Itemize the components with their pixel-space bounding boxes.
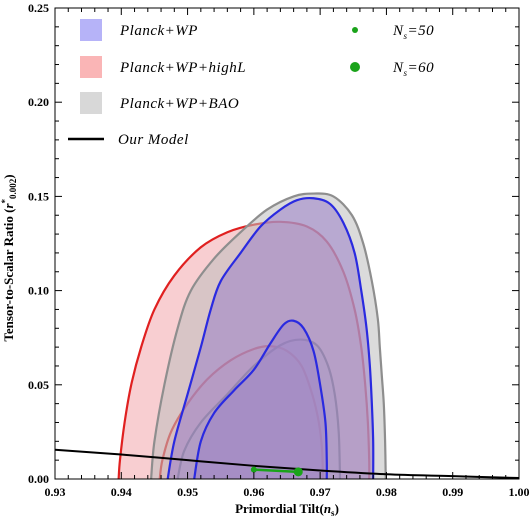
y-tick-label: 0.25: [28, 1, 49, 15]
legend-swatch: [80, 92, 102, 114]
y-tick-label: 0.20: [28, 95, 49, 109]
x-axis-paren-open: (: [319, 501, 323, 516]
y-axis-sup: *: [0, 198, 10, 203]
legend-label: Planck+WP: [119, 23, 198, 39]
x-axis-label-text: Primordial Tilt: [235, 501, 320, 516]
y-axis-title: Tensor-to-Scalar Ratio (r*0.002): [0, 174, 18, 341]
x-axis-symbol: n: [324, 501, 331, 516]
legend-item-planck-wp: Planck+WP: [80, 19, 198, 41]
legend-label: Planck+WP+highL: [119, 60, 246, 76]
x-tick-label: 0.98: [376, 485, 397, 499]
y-axis-sub: 0.002: [8, 178, 18, 199]
legend-swatch: [80, 19, 102, 41]
y-tick-label: 0.15: [28, 189, 49, 203]
x-tick-label: 0.93: [45, 485, 66, 499]
legend-item-our-model: Our Model: [68, 132, 189, 148]
legend-swatch: [80, 56, 102, 78]
contour-fill-planck-wp-1: [167, 198, 374, 479]
legend-label: Planck+WP+BAO: [119, 96, 239, 112]
x-axis-sub: s: [331, 508, 335, 518]
contour-fill-planck-wp-2: [194, 320, 327, 479]
x-tick-label: 0.96: [243, 485, 264, 499]
y-tick-label: 0.10: [28, 284, 49, 298]
plot-frame: [54, 7, 520, 480]
legend-label: Our Model: [118, 132, 189, 148]
point-n-s-60: [293, 467, 303, 477]
x-tick-label: 1.00: [509, 485, 530, 499]
x-axis-paren-close: ): [335, 501, 339, 516]
legend-item-ns60: Ns=60: [350, 60, 434, 78]
contour-line-planck-wp-bao-1: [150, 192, 387, 480]
x-axis-title: Primordial Tilt(ns): [235, 501, 339, 518]
legend-dot: [350, 62, 360, 72]
y-tick-label: 0.05: [28, 378, 49, 392]
contour-group-planck-wp: [166, 196, 375, 480]
contour-line-planck-wp-2: [193, 319, 328, 480]
x-tick-label: 0.94: [111, 485, 132, 499]
contour-layer: [117, 192, 387, 480]
legend-item-planck-wp-highl: Planck+WP+highL: [80, 56, 246, 78]
y-tick-label: 0.00: [28, 472, 49, 486]
legend-dot: [352, 27, 358, 33]
y-axis-paren-close: ): [1, 174, 16, 178]
legend: Planck+WP Planck+WP+highL Planck+WP+BAO Our…: [68, 19, 434, 148]
y-axis-label-text: Tensor-to-Scalar Ratio: [1, 216, 16, 342]
contour-line-planck-wp-1: [166, 196, 375, 480]
model-line-our-model: [54, 448, 520, 480]
x-tick-label: 0.97: [310, 485, 331, 499]
y-axis-symbol: r: [1, 203, 16, 209]
y-axis-paren-open: (: [1, 209, 16, 213]
legend-item-planck-wp-bao: Planck+WP+BAO: [80, 92, 239, 114]
curve-layer: [54, 448, 520, 480]
legend-label: Ns=60: [392, 60, 434, 78]
point-n-s-50: [250, 466, 257, 473]
legend-item-ns50: Ns=50: [352, 23, 434, 41]
legend-label: Ns=50: [392, 23, 434, 41]
axes: 0.93 0.94 0.95 0.96 0.97 0.98 0.99 1.00 0.00 0.05…: [28, 1, 530, 499]
x-tick-label: 0.99: [442, 485, 463, 499]
x-tick-label: 0.95: [177, 485, 198, 499]
model-efold-segment: [253, 468, 299, 474]
